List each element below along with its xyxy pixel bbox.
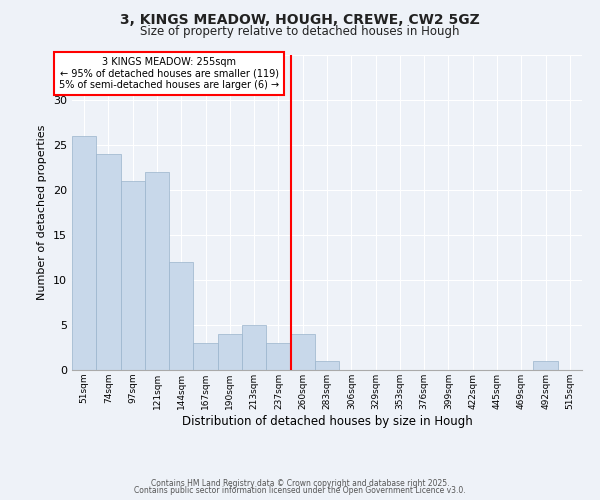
Text: Contains public sector information licensed under the Open Government Licence v3: Contains public sector information licen…	[134, 486, 466, 495]
Text: 3 KINGS MEADOW: 255sqm
← 95% of detached houses are smaller (119)
5% of semi-det: 3 KINGS MEADOW: 255sqm ← 95% of detached…	[59, 57, 279, 90]
Y-axis label: Number of detached properties: Number of detached properties	[37, 125, 47, 300]
Bar	[315, 361, 339, 370]
Bar	[72, 136, 96, 370]
Bar	[242, 325, 266, 370]
Bar	[266, 343, 290, 370]
Bar	[193, 343, 218, 370]
Text: Contains HM Land Registry data © Crown copyright and database right 2025.: Contains HM Land Registry data © Crown c…	[151, 478, 449, 488]
Bar	[218, 334, 242, 370]
Text: 3, KINGS MEADOW, HOUGH, CREWE, CW2 5GZ: 3, KINGS MEADOW, HOUGH, CREWE, CW2 5GZ	[120, 12, 480, 26]
Bar	[169, 262, 193, 370]
Bar	[145, 172, 169, 370]
Bar	[290, 334, 315, 370]
Bar	[533, 361, 558, 370]
Text: Size of property relative to detached houses in Hough: Size of property relative to detached ho…	[140, 25, 460, 38]
Bar	[96, 154, 121, 370]
X-axis label: Distribution of detached houses by size in Hough: Distribution of detached houses by size …	[182, 414, 472, 428]
Bar	[121, 181, 145, 370]
